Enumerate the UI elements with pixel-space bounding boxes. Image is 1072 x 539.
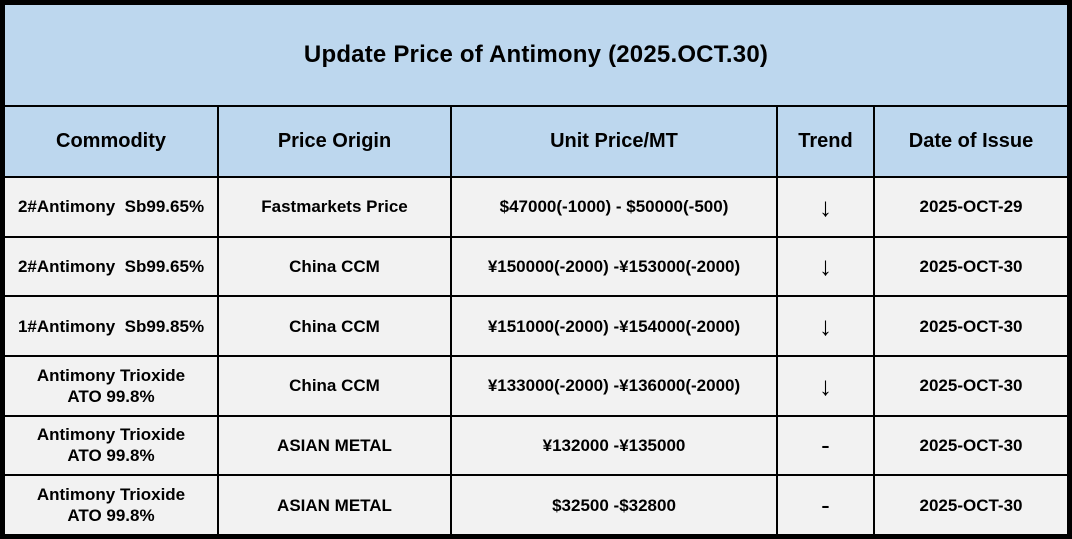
column-header-price-origin: Price Origin — [219, 107, 450, 176]
trend-down-arrow-icon: ↓ — [778, 297, 873, 355]
cell-unit-price: ¥133000(-2000) -¥136000(-2000) — [452, 357, 776, 415]
trend-down-arrow-icon: ↓ — [778, 237, 873, 296]
trend-flat-dash: - — [778, 476, 873, 534]
cell-price-origin: ASIAN METAL — [219, 416, 450, 475]
cell-unit-price: $32500 -$32800 — [452, 476, 776, 534]
cell-date-of-issue: 2025-OCT-30 — [875, 237, 1067, 296]
column-header-trend: Trend — [778, 107, 873, 176]
cell-price-origin: China CCM — [219, 357, 450, 415]
cell-date-of-issue: 2025-OCT-30 — [875, 297, 1067, 355]
cell-price-origin: ASIAN METAL — [219, 476, 450, 534]
cell-price-origin: Fastmarkets Price — [219, 178, 450, 236]
cell-date-of-issue: 2025-OCT-29 — [875, 178, 1067, 236]
column-header-date-of-issue: Date of Issue — [875, 107, 1067, 176]
cell-commodity: Antimony Trioxide ATO 99.8% — [5, 357, 217, 415]
column-header-unit-price: Unit Price/MT — [452, 107, 776, 176]
cell-unit-price: ¥132000 -¥135000 — [452, 416, 776, 475]
cell-commodity: Antimony Trioxide ATO 99.8% — [5, 416, 217, 475]
cell-unit-price: ¥150000(-2000) -¥153000(-2000) — [452, 237, 776, 296]
cell-unit-price: $47000(-1000) - $50000(-500) — [452, 178, 776, 236]
cell-price-origin: China CCM — [219, 297, 450, 355]
cell-commodity: 2#Antimony Sb99.65% — [5, 237, 217, 296]
cell-date-of-issue: 2025-OCT-30 — [875, 476, 1067, 534]
cell-commodity: 1#Antimony Sb99.85% — [5, 297, 217, 355]
cell-unit-price: ¥151000(-2000) -¥154000(-2000) — [452, 297, 776, 355]
table-title: Update Price of Antimony (2025.OCT.30) — [5, 5, 1067, 105]
cell-date-of-issue: 2025-OCT-30 — [875, 357, 1067, 415]
cell-commodity: Antimony Trioxide ATO 99.8% — [5, 476, 217, 534]
cell-date-of-issue: 2025-OCT-30 — [875, 416, 1067, 475]
cell-price-origin: China CCM — [219, 237, 450, 296]
cell-commodity: 2#Antimony Sb99.65% — [5, 178, 217, 236]
trend-down-arrow-icon: ↓ — [778, 357, 873, 415]
column-header-commodity: Commodity — [5, 107, 217, 176]
trend-down-arrow-icon: ↓ — [778, 178, 873, 236]
trend-flat-dash: - — [778, 416, 873, 475]
